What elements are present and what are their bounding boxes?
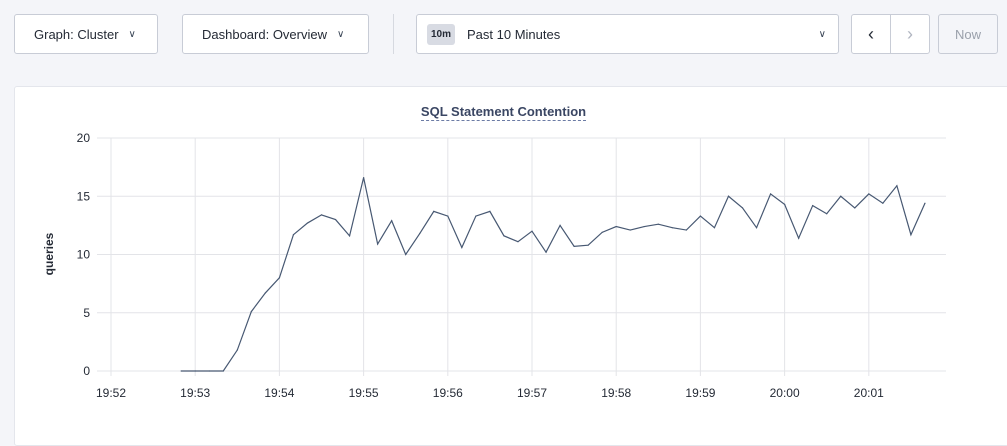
- data-point: [377, 243, 379, 245]
- y-axis-label: queries: [42, 232, 56, 275]
- data-point: [769, 193, 772, 195]
- x-tick-label: 19:54: [264, 386, 294, 400]
- data-point: [363, 177, 365, 179]
- data-point: [208, 370, 210, 372]
- data-point: [306, 222, 309, 224]
- data-point: [194, 370, 196, 372]
- data-point: [601, 231, 603, 233]
- data-point: [657, 223, 659, 225]
- data-point: [391, 220, 393, 222]
- data-point: [489, 210, 491, 212]
- x-tick-label: 19:52: [96, 386, 126, 400]
- data-point: [334, 218, 337, 221]
- data-point: [924, 202, 926, 204]
- x-tick-label: 19:53: [180, 386, 210, 400]
- x-tick-label: 19:59: [685, 386, 715, 400]
- data-point: [250, 310, 252, 313]
- data-point: [461, 246, 463, 249]
- dashboard-select[interactable]: Dashboard: Overview ∨: [182, 14, 369, 54]
- series-line: [181, 177, 926, 372]
- data-point: [755, 227, 758, 229]
- x-tick-label: 20:01: [854, 386, 884, 400]
- data-point: [882, 202, 884, 204]
- y-tick-label: 15: [77, 189, 91, 203]
- chart-card: [14, 86, 1007, 446]
- y-tick-label: 0: [83, 364, 90, 378]
- data-point: [643, 225, 645, 228]
- data-point: [447, 215, 449, 217]
- y-tick-label: 5: [83, 306, 90, 320]
- previous-arrow-icon[interactable]: ‹: [852, 15, 891, 53]
- data-point: [812, 204, 814, 207]
- next-arrow-icon[interactable]: ›: [907, 24, 913, 44]
- chart-title[interactable]: SQL Statement Contention: [420, 104, 587, 121]
- graph-select-label: Graph: Cluster: [34, 26, 119, 42]
- data-point: [348, 235, 351, 237]
- data-point: [699, 215, 702, 217]
- x-tick-label: 19:56: [433, 386, 463, 400]
- y-tick-label: 20: [77, 131, 91, 145]
- data-point: [615, 225, 617, 228]
- time-nav: ‹ ›: [851, 14, 930, 54]
- chevron-down-icon: ∨: [128, 28, 136, 40]
- data-point: [587, 244, 589, 246]
- x-tick-label: 19:58: [601, 386, 631, 400]
- x-tick-label: 19:57: [517, 386, 547, 400]
- dashboard-select-label: Dashboard: Overview: [202, 26, 327, 42]
- data-point: [517, 241, 519, 243]
- data-point: [531, 230, 533, 232]
- data-point: [910, 234, 912, 236]
- data-point: [475, 215, 477, 217]
- time-range-select[interactable]: 10m Past 10 Minutes ∨: [416, 14, 839, 54]
- data-point: [713, 227, 716, 229]
- data-point: [671, 227, 673, 229]
- data-point: [685, 229, 687, 231]
- line-chart: 0 5 10 15 20 19:52 19:53 19:54 19:55 19:56 19:57 19…: [42, 131, 946, 400]
- data-point: [222, 370, 224, 372]
- data-point: [854, 207, 856, 209]
- time-range-badge: 10m: [427, 23, 456, 45]
- data-point: [727, 195, 730, 197]
- divider: [393, 14, 394, 54]
- data-point: [545, 251, 547, 253]
- data-point: [405, 253, 407, 256]
- data-point: [503, 235, 505, 237]
- data-point: [784, 203, 786, 206]
- data-point: [180, 370, 182, 372]
- data-point: [573, 245, 575, 247]
- data-point: [278, 277, 281, 279]
- chevron-down-icon: ∨: [337, 28, 345, 40]
- x-tick-label: 20:00: [770, 386, 800, 400]
- now-button[interactable]: Now: [938, 14, 998, 54]
- time-range-label: Past 10 Minutes: [467, 26, 561, 42]
- graph-select[interactable]: Graph: Cluster ∨: [14, 14, 158, 54]
- x-tick-label: 19:55: [349, 386, 379, 400]
- data-point: [741, 207, 744, 209]
- data-point: [419, 232, 421, 235]
- data-point: [236, 349, 238, 351]
- data-point: [798, 237, 800, 239]
- data-point: [320, 214, 323, 216]
- data-point: [896, 185, 898, 187]
- data-point: [559, 224, 561, 226]
- y-tick-label: 10: [77, 248, 91, 262]
- data-point: [629, 229, 631, 231]
- data-point: [840, 195, 842, 197]
- data-point: [264, 292, 266, 294]
- data-point: [826, 213, 828, 215]
- data-point: [292, 234, 295, 236]
- chevron-down-icon: ∨: [818, 28, 826, 40]
- data-point: [868, 193, 870, 195]
- data-point: [433, 210, 435, 212]
